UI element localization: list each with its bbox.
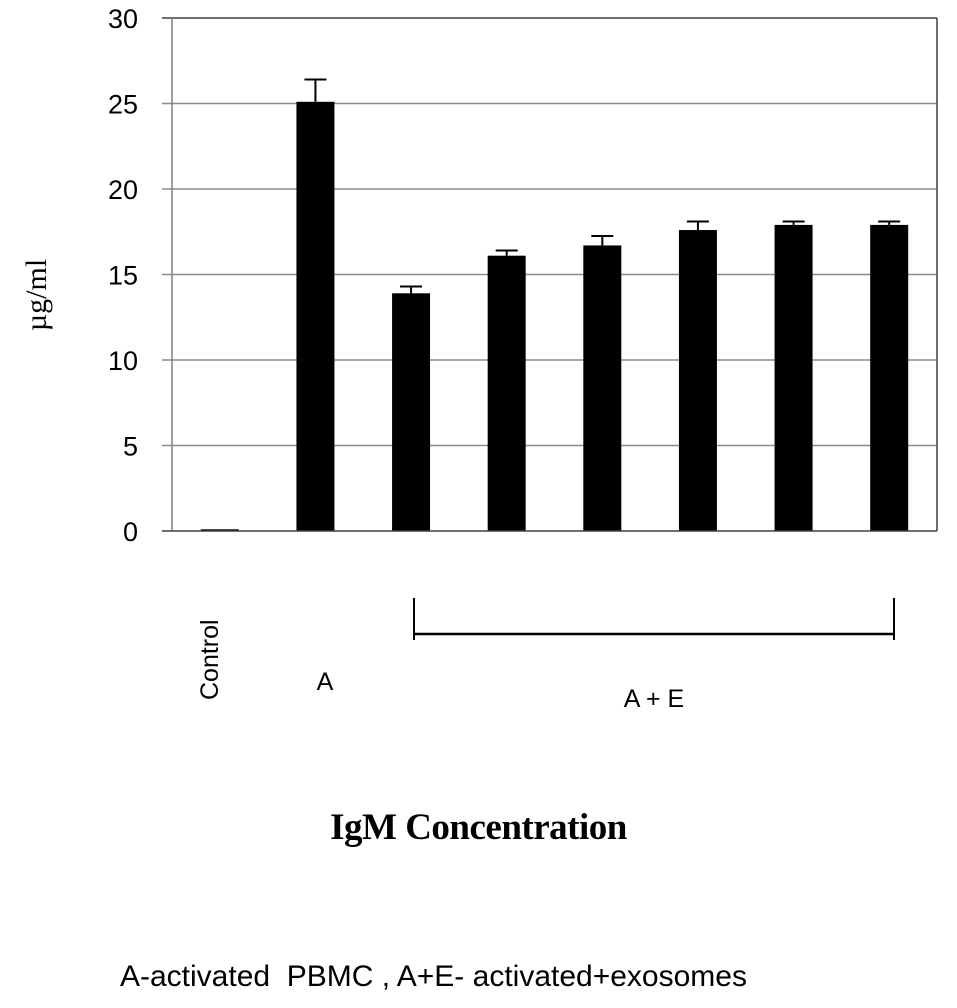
y-axis-label: µg/ml [20,259,53,331]
gridlines [162,17,937,447]
y-tick-label: 10 [108,346,138,376]
bar [870,224,909,531]
error-bar [495,249,518,256]
y-tick-label: 15 [108,261,138,291]
category-label-a: A [317,668,334,696]
error-bar [304,78,327,102]
error-bar [591,235,614,246]
category-label-control: Control [196,619,224,700]
error-bar [878,220,901,225]
caption: A-activated PBMC , A+E- activated+exosom… [120,960,747,993]
bar [392,293,431,531]
y-tick-label: 5 [123,432,138,462]
bars [200,78,909,532]
bar [487,255,526,531]
error-bar [400,285,423,294]
y-tick-label: 0 [123,517,138,547]
bar [678,230,717,532]
bar [296,101,335,531]
y-tick-label: 25 [108,90,138,120]
bar [583,245,622,531]
y-tick-label: 20 [108,175,138,205]
error-bar [686,220,709,231]
category-label-a-plus-e: A + E [624,685,684,713]
group-bracket-a-plus-e [413,598,895,640]
bar [774,224,813,531]
chart-title: IgM Concentration [330,807,627,848]
y-axis-ticks: 0 5 10 15 20 25 30 [108,4,138,547]
y-tick-label: 30 [108,4,138,34]
error-bar [782,220,805,225]
